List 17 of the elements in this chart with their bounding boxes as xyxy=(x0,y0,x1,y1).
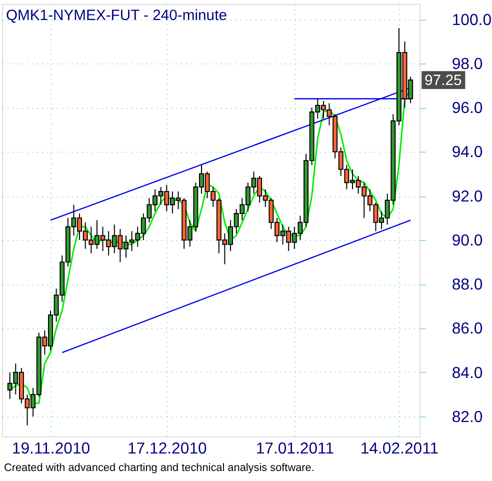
y-tick-label: 96.0 xyxy=(452,100,483,118)
y-tick-label: 86.0 xyxy=(452,320,483,338)
x-tick-label: 14.02.2011 xyxy=(360,440,439,458)
y-tick-label: 100.0 xyxy=(452,12,492,29)
text: Created with advanced charting and technical analysis software. xyxy=(4,462,314,474)
y-tick-label: 88.0 xyxy=(452,276,483,294)
y-tick-label: 94.0 xyxy=(452,144,483,162)
y-tick-label: 90.0 xyxy=(452,232,483,250)
y-tick-label: 84.0 xyxy=(452,364,483,382)
annotation: 97.25 xyxy=(424,72,462,89)
y-tick-label: 98.0 xyxy=(452,56,483,73)
chart-title: QMK1-NYMEX-FUT - 240-minute xyxy=(6,8,227,24)
y-tick-label: 92.0 xyxy=(452,188,483,206)
x-tick-label: 19.11.2010 xyxy=(12,440,90,458)
x-tick-label: 17.01.2011 xyxy=(256,440,334,458)
x-tick-label: 17.12.2010 xyxy=(127,440,208,458)
y-tick-label: 82.0 xyxy=(452,408,483,426)
